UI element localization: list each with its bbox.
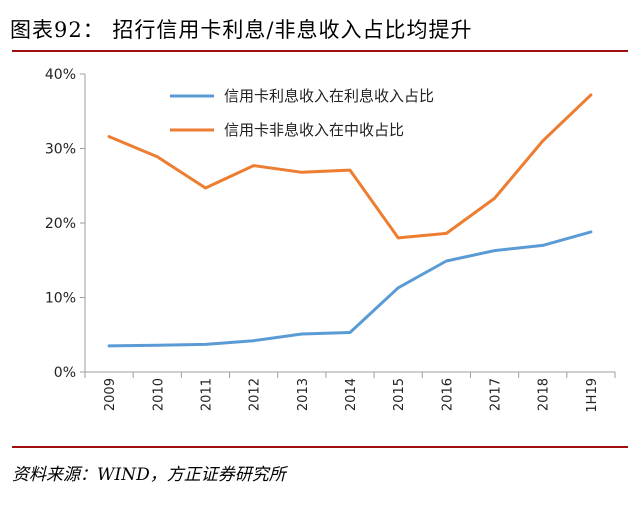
y-tick-label: 20%	[45, 216, 76, 232]
title-divider	[12, 50, 628, 52]
x-tick-label: 2013	[296, 378, 311, 411]
y-tick-label: 0%	[54, 365, 76, 381]
footer-divider	[12, 446, 628, 448]
x-tick-label: 2015	[392, 378, 407, 411]
y-tick-label: 40%	[45, 67, 76, 83]
x-tick-label: 2011	[199, 378, 214, 411]
y-tick-label: 10%	[45, 291, 76, 307]
x-tick-label: 2017	[489, 378, 504, 411]
y-tick-label: 30%	[45, 142, 76, 158]
source-note: 资料来源：WIND，方正证券研究所	[12, 465, 286, 485]
legend-label: 信用卡非息收入在中收占比	[224, 121, 404, 139]
x-tick-label: 2009	[103, 378, 118, 411]
x-tick-label: 2014	[344, 378, 359, 411]
x-tick-label: 2018	[537, 378, 552, 411]
x-tick-label: 1H19	[585, 378, 600, 413]
x-tick-label: 2016	[440, 378, 455, 411]
x-tick-label: 2010	[151, 378, 166, 411]
series-line	[107, 93, 593, 240]
legend-label: 信用卡利息收入在利息收入占比	[224, 87, 434, 105]
series-line	[107, 230, 593, 348]
chart-title: 图表92： 招行信用卡利息/非息收入占比均提升	[10, 18, 473, 42]
x-tick-label: 2012	[248, 378, 263, 411]
